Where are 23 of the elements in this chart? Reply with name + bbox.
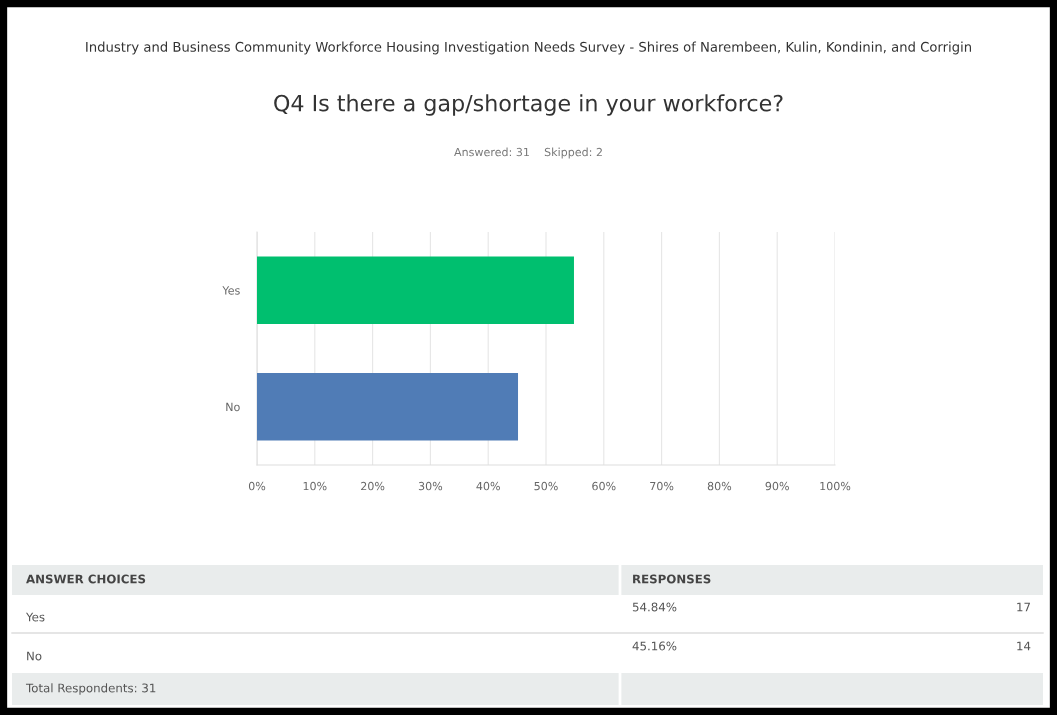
text: 45.16% xyxy=(632,641,677,651)
text: 54.84% xyxy=(632,602,677,612)
chart-title: Q4 Is there a gap/shortage in your workforce? xyxy=(274,94,783,116)
text: Total Respondents: 31 xyxy=(25,683,156,695)
chart-subtitle: Answered: 31 Skipped: 2 xyxy=(454,147,602,159)
x-tick-label: 10% xyxy=(303,481,327,491)
x-tick-label: 60% xyxy=(592,481,616,491)
text: 14 xyxy=(1017,641,1031,651)
x-tick-label: 90% xyxy=(765,481,789,491)
x-tick-label: 100% xyxy=(820,481,851,491)
x-tick-label: 30% xyxy=(418,481,443,491)
x-tick-label: 0% xyxy=(248,481,266,491)
x-tick-label: 80% xyxy=(707,481,732,491)
text: Industry and Business Community Workforce Housing Investigation Needs Survey - Shires of Narembeen, Kulin, Kondinin, and Corrigin xyxy=(86,41,971,55)
text: ANSWER CHOICES xyxy=(26,574,146,584)
x-tick-label: 20% xyxy=(361,481,385,491)
text: 17 xyxy=(1017,602,1030,612)
x-tick-label: 40% xyxy=(476,481,500,491)
x-tick-label: 50% xyxy=(534,481,558,491)
category-label: Yes xyxy=(25,612,45,622)
category-label: No xyxy=(27,651,42,661)
x-tick-label: 70% xyxy=(650,481,674,491)
text: RESPONSES xyxy=(633,574,711,584)
